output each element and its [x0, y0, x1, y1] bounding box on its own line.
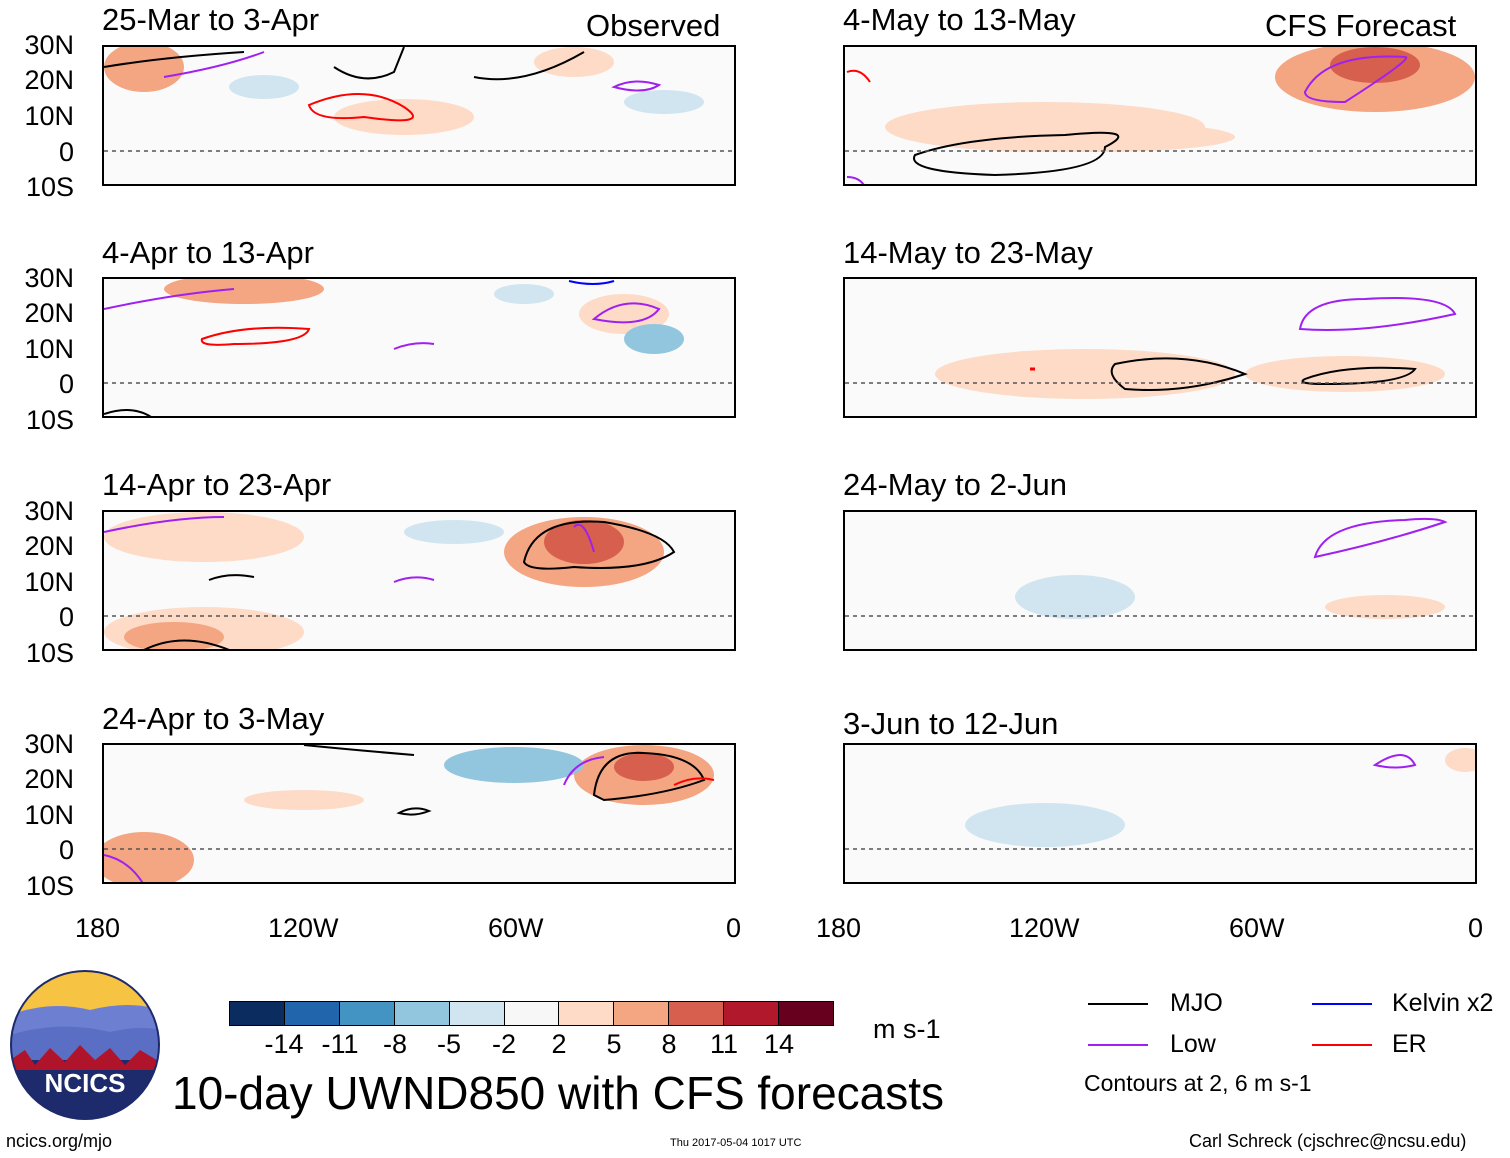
lat-label: 0 — [58, 369, 74, 399]
legend-note: Contours at 2, 6 m s-1 — [1084, 1070, 1312, 1096]
lat-label: 10S — [25, 405, 74, 435]
colorbar-tick: 2 — [551, 1029, 567, 1059]
colorbar-tick: -11 — [321, 1029, 359, 1059]
map-panel-fc-4 — [843, 743, 1477, 884]
panel-title-obs-2: 4-Apr to 13-Apr — [102, 235, 314, 270]
logo-text: NCICS — [45, 1068, 126, 1098]
colorbar-swatch — [668, 1001, 725, 1026]
lon-label: 0 — [1468, 913, 1484, 943]
lat-label: 0 — [58, 602, 74, 632]
panel-title-obs-4: 24-Apr to 3-May — [102, 701, 325, 736]
lat-label: 10S — [25, 638, 74, 668]
map-panel-obs-3 — [102, 510, 736, 651]
lat-label: 30N — [24, 263, 74, 293]
lat-label: 10S — [25, 172, 74, 202]
colorbar-swatch — [338, 1001, 395, 1026]
timestamp: Thu 2017-05-04 1017 UTC — [670, 1137, 802, 1149]
colorbar-swatch — [393, 1001, 450, 1026]
panel-title-fc-3: 24-May to 2-Jun — [843, 467, 1067, 502]
map-panel-obs-2 — [102, 277, 736, 418]
colorbar-swatch — [558, 1001, 615, 1026]
lat-label: 10N — [24, 334, 74, 364]
panel-title-obs-1: 25-Mar to 3-Apr — [102, 2, 320, 37]
lon-label: 60W — [1229, 913, 1285, 943]
lon-label: 0 — [726, 913, 742, 943]
lat-label: 10N — [24, 800, 74, 830]
colorbar-swatch — [778, 1001, 834, 1026]
colorbar-swatch — [613, 1001, 670, 1026]
legend-swatch-er — [1312, 1044, 1372, 1046]
colorbar-tick: 5 — [606, 1029, 622, 1059]
colorbar-swatch — [723, 1001, 780, 1026]
lat-label: 10N — [24, 101, 74, 131]
colorbar-swatch — [283, 1001, 340, 1026]
lat-label: 20N — [24, 298, 74, 328]
map-panel-fc-1 — [843, 45, 1477, 186]
lat-label: 20N — [24, 65, 74, 95]
colorbar-swatch — [503, 1001, 560, 1026]
panel-title-fc-1: 4-May to 13-May — [843, 2, 1076, 37]
legend-swatch-kelvin — [1312, 1003, 1372, 1005]
lat-label: 30N — [24, 729, 74, 759]
map-panel-fc-3 — [843, 510, 1477, 651]
lat-label: 20N — [24, 764, 74, 794]
ncics-logo: NCICS — [10, 970, 160, 1120]
lon-label: 60W — [488, 913, 544, 943]
lat-label: 30N — [24, 496, 74, 526]
legend-swatch-mjo — [1088, 1003, 1148, 1005]
colorbar-tick: 8 — [661, 1029, 677, 1059]
lat-label: 0 — [58, 835, 74, 865]
panel-title-fc-2: 14-May to 23-May — [843, 235, 1093, 270]
author-credit: Carl Schreck (cjschrec@ncsu.edu) — [1189, 1131, 1467, 1151]
legend-swatch-low — [1088, 1044, 1148, 1046]
colorbar-tick: -5 — [436, 1029, 461, 1059]
lon-label: 180 — [75, 913, 121, 943]
lat-label: 0 — [58, 137, 74, 167]
panel-title-obs-3: 14-Apr to 23-Apr — [102, 467, 332, 502]
legend-label-mjo: MJO — [1170, 989, 1223, 1017]
forecast-header: CFS Forecast — [1265, 8, 1457, 43]
legend-label-kelvin: Kelvin x2 — [1392, 989, 1494, 1017]
colorbar-tick: 14 — [763, 1029, 795, 1059]
lat-label: 20N — [24, 531, 74, 561]
map-panel-obs-1 — [102, 45, 736, 186]
lon-label: 120W — [1009, 913, 1080, 943]
source-url: ncics.org/mjo — [6, 1131, 113, 1151]
lat-label: 30N — [24, 30, 74, 60]
lat-label: 10S — [25, 871, 74, 901]
colorbar — [229, 1001, 834, 1026]
panel-title-fc-4: 3-Jun to 12-Jun — [843, 706, 1059, 741]
lon-label: 120W — [268, 913, 339, 943]
map-panel-obs-4 — [102, 743, 736, 884]
legend-label-low: Low — [1170, 1030, 1216, 1058]
lat-label: 10N — [24, 567, 74, 597]
colorbar-swatch — [448, 1001, 505, 1026]
colorbar-tick: -2 — [491, 1029, 516, 1059]
colorbar-swatch — [229, 1001, 285, 1026]
colorbar-tick: 11 — [709, 1029, 739, 1059]
figure-title: 10-day UWND850 with CFS forecasts — [172, 1067, 945, 1119]
lon-label: 180 — [816, 913, 862, 943]
observed-header: Observed — [586, 8, 721, 43]
legend-label-er: ER — [1392, 1030, 1427, 1058]
map-panel-fc-2 — [843, 277, 1477, 418]
colorbar-unit: m s-1 — [873, 1014, 941, 1044]
colorbar-tick: -8 — [382, 1029, 407, 1059]
colorbar-tick: -14 — [264, 1029, 304, 1059]
